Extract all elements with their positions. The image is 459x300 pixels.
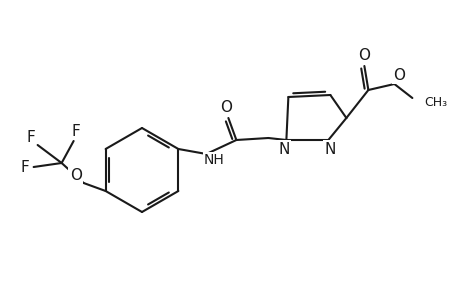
Text: O: O xyxy=(220,100,232,116)
Text: F: F xyxy=(71,124,80,139)
Text: N: N xyxy=(278,142,290,157)
Text: O: O xyxy=(69,167,81,182)
Text: F: F xyxy=(26,130,35,146)
Text: NH: NH xyxy=(203,153,224,167)
Text: CH₃: CH₃ xyxy=(424,95,447,109)
Text: N: N xyxy=(324,142,336,157)
Text: O: O xyxy=(392,68,404,82)
Text: O: O xyxy=(358,49,369,64)
Text: F: F xyxy=(20,160,29,175)
